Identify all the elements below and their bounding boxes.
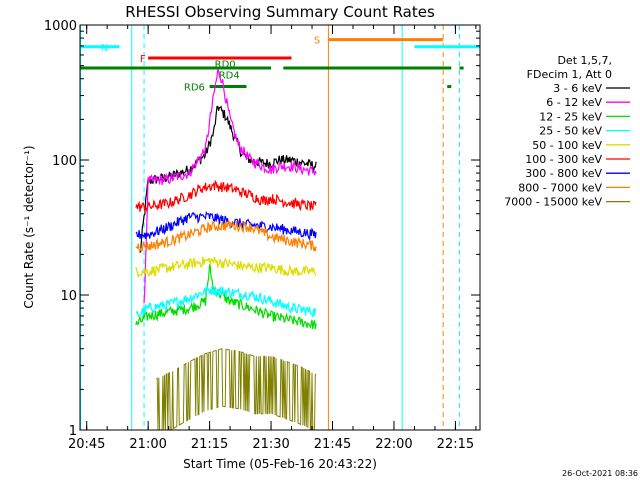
flag-label-rd0: RD0 (215, 59, 236, 70)
flag-label-f: F (140, 54, 146, 65)
x-tick-label: 22:15 (437, 437, 474, 452)
flag-label-s: S (314, 36, 320, 47)
x-tick-label: 21:15 (191, 437, 228, 452)
timestamp: 26-Oct-2021 08:36 (562, 469, 638, 478)
series-line-6 (135, 210, 317, 241)
x-tick-label: 21:00 (129, 437, 166, 452)
series-line-7 (135, 218, 317, 253)
legend-entry-label: 25 - 50 keV (539, 125, 602, 138)
x-tick-label: 21:30 (252, 437, 289, 452)
flag-label-rd6: RD6 (184, 83, 205, 94)
legend-entry-label: 300 - 800 keV (525, 167, 602, 180)
y-tick-label: 10 (60, 289, 77, 304)
x-axis-label: Start Time (05-Feb-16 20:43:22) (183, 457, 377, 471)
y-tick-label: 1000 (44, 19, 77, 34)
y-axis-label: Count Rate (s⁻¹ detector⁻¹) (22, 145, 36, 308)
y-tick-label: 100 (52, 154, 77, 169)
x-tick-label: 22:00 (375, 437, 412, 452)
series-line-5 (135, 179, 317, 213)
plot-area (80, 25, 461, 430)
series-line-0 (139, 105, 317, 253)
legend-entry-label: 7000 - 15000 keV (504, 196, 602, 209)
legend-entry-label: 100 - 300 keV (525, 153, 602, 166)
series-line-8 (156, 347, 317, 431)
legend-entry-label: 6 - 12 keV (546, 96, 602, 109)
legend-entry-label: 3 - 6 keV (553, 82, 602, 95)
series-line-4 (135, 256, 317, 278)
legend-entry-label: 50 - 100 keV (532, 139, 602, 152)
axes: 1 10 100 1000 20:45 21:00 21:15 21:30 21:45 22:00… (44, 19, 480, 452)
series-line-3 (135, 285, 317, 319)
plot-frame (79, 24, 481, 431)
legend-entry-label: 12 - 25 keV (539, 110, 602, 123)
legend-header: FDecim 1, Att 0 (527, 68, 612, 81)
flag-label-n: N (101, 43, 108, 54)
x-tick-label: 21:45 (314, 437, 351, 452)
legend-header: Det 1,5,7, (557, 54, 612, 67)
x-tick-label: 20:45 (68, 437, 105, 452)
series-line-1 (143, 68, 317, 304)
chart-title: RHESSI Observing Summary Count Rates (125, 3, 435, 21)
flag-label-rd4: RD4 (219, 70, 240, 81)
legend-entry-label: 800 - 7000 keV (518, 181, 602, 194)
series-lines (135, 68, 317, 431)
y-tick-label: 1 (69, 424, 77, 439)
